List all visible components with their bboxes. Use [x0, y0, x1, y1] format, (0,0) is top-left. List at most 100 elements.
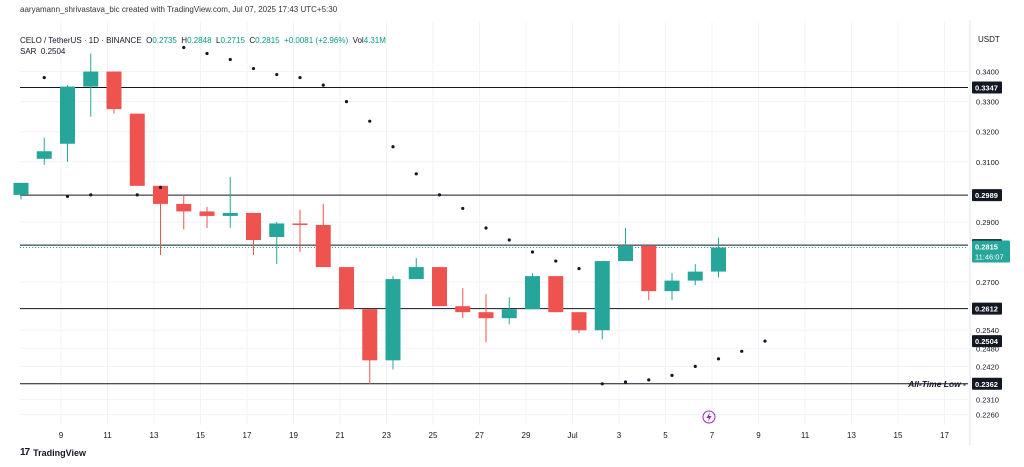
price-axis[interactable]: 0.3400 0.3300 0.3200 0.3100 0.2900 0.2700 0.25… [969, 20, 999, 445]
candle-up[interactable] [83, 71, 99, 87]
symbol-legend[interactable]: CELO / TetherUS · 1D · BINANCE O0.2735 H… [20, 36, 386, 45]
candle-down[interactable] [432, 267, 447, 307]
lightning-icon[interactable] [702, 410, 716, 424]
sar-dot [135, 193, 139, 197]
volume-label: Vol [352, 36, 364, 45]
close-label: C [249, 36, 256, 45]
sar-value: 0.2504 [40, 47, 66, 56]
price-tick-label: 0.2310 [976, 395, 999, 404]
candle-up[interactable] [594, 261, 610, 331]
candle-up[interactable] [618, 246, 633, 262]
candle-up[interactable] [687, 271, 703, 281]
grid [20, 22, 968, 425]
candle-up[interactable] [525, 276, 540, 310]
sar-dot [623, 380, 628, 384]
candle-down[interactable] [199, 211, 215, 216]
time-tick-label: 23 [382, 431, 391, 440]
sar-dot [228, 57, 232, 62]
time-axis[interactable]: 9 11 13 15 17 19 21 23 25 27 29 Jul 3 5 7 9 11 13 15 17 [59, 431, 950, 440]
time-tick-label: 25 [429, 431, 438, 440]
time-tick-label: 19 [289, 431, 298, 440]
candle-up[interactable] [36, 151, 52, 159]
price-tick-label: 0.2700 [976, 278, 999, 287]
level-price-label: 0.3347 [975, 83, 998, 92]
candle-up[interactable] [501, 309, 517, 319]
time-tick-label: 17 [940, 431, 949, 440]
time-tick-label: 5 [663, 431, 668, 440]
horizontal-levels: All-Time Low - [20, 86, 968, 389]
candle-up[interactable] [60, 86, 75, 144]
price-tick-label: 0.2420 [976, 362, 999, 371]
low-label: L [215, 36, 221, 45]
candle-down[interactable] [339, 267, 354, 310]
sar-dot [321, 83, 325, 87]
candle-down[interactable] [176, 203, 192, 212]
time-tick-label: 27 [475, 431, 484, 440]
candle-up[interactable] [13, 182, 29, 195]
candle-up[interactable] [408, 267, 424, 280]
price-tick-label: 0.2540 [976, 326, 999, 335]
sar-price-tag [972, 335, 1002, 348]
time-tick-label: 9 [756, 431, 761, 440]
candle-up[interactable] [222, 212, 238, 216]
candle-down[interactable] [362, 309, 378, 361]
symbol-name[interactable]: CELO / TetherUS · 1D · BINANCE [20, 36, 142, 45]
sar-dot [507, 238, 511, 242]
candle-down[interactable] [129, 113, 145, 186]
candle-up[interactable] [711, 247, 726, 272]
candle-down[interactable] [571, 312, 587, 331]
sar-dot [437, 193, 442, 197]
candle-down[interactable] [641, 246, 657, 292]
candle-down[interactable] [106, 71, 122, 110]
volume-value: 4.31M [363, 36, 386, 45]
candle-down[interactable] [315, 224, 331, 268]
tradingview-logo[interactable]: 17 TradingView [20, 447, 86, 458]
candle-down[interactable] [292, 223, 308, 225]
candle-down[interactable] [455, 306, 471, 313]
level-price-tag [972, 377, 1002, 390]
sar-dot [530, 250, 535, 254]
sar-dot [414, 172, 418, 176]
change-value: +0.0081 (+2.96%) [284, 36, 349, 45]
level-price-tag [972, 302, 1002, 315]
level-price-label: 0.2989 [975, 191, 998, 200]
time-tick-label: 7 [710, 431, 715, 440]
sar-dot [577, 266, 581, 271]
price-tick-label: 0.3200 [976, 128, 999, 137]
tradingview-brand: TradingView [33, 447, 86, 458]
time-tick-label: 9 [59, 431, 64, 440]
candlesticks[interactable] [13, 53, 727, 385]
sar-dot [391, 145, 395, 149]
candle-up[interactable] [385, 279, 401, 361]
sar-dot [65, 194, 70, 198]
candle-down[interactable] [153, 185, 168, 204]
candle-down[interactable] [478, 312, 494, 319]
time-tick-label: 13 [150, 431, 159, 440]
sar-dot [484, 226, 488, 230]
sar-dot [205, 51, 209, 56]
candle-up[interactable] [664, 280, 680, 292]
sar-legend[interactable]: SAR 0.2504 [20, 47, 65, 56]
low-value: 0.2715 [220, 36, 245, 45]
sar-dot [647, 378, 651, 382]
price-tick-label: 0.2900 [976, 218, 999, 227]
last-price-tag [972, 240, 1010, 263]
sar-dot [275, 72, 279, 77]
parabolic-sar-dots [42, 45, 767, 386]
sar-dot [251, 66, 256, 71]
price-tick-label: 0.3100 [976, 158, 999, 167]
candle-up[interactable] [269, 223, 285, 237]
price-tick-label: 0.3300 [976, 98, 999, 107]
sar-dot [716, 357, 721, 361]
time-tick-label: 13 [847, 431, 856, 440]
close-value: 0.2815 [255, 36, 280, 45]
level-price-label: 0.2362 [975, 380, 998, 389]
currency-label[interactable]: USDT [978, 35, 1000, 44]
time-tick-label: 11 [801, 431, 810, 440]
sar-dot [182, 45, 186, 50]
sar-dot [298, 75, 302, 80]
candle-down[interactable] [246, 212, 261, 241]
candle-down[interactable] [548, 276, 564, 313]
high-label: H [181, 36, 188, 45]
